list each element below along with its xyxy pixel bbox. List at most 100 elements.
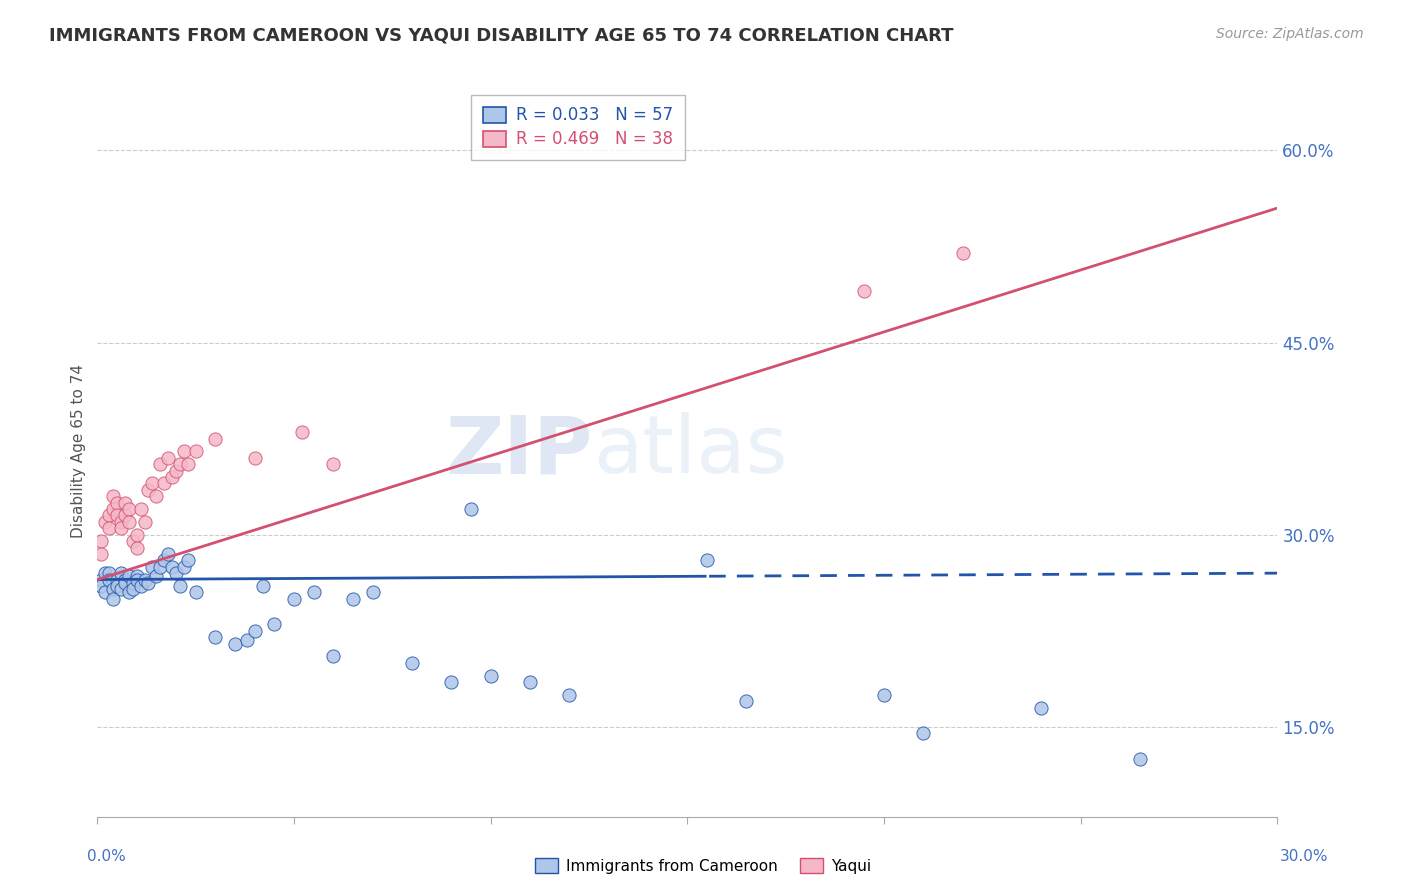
Point bbox=[101, 502, 124, 516]
Point bbox=[173, 559, 195, 574]
Point bbox=[165, 464, 187, 478]
Point bbox=[98, 566, 121, 581]
Point bbox=[169, 579, 191, 593]
Point bbox=[118, 568, 141, 582]
Point bbox=[558, 688, 581, 702]
Point bbox=[342, 591, 364, 606]
Point bbox=[252, 579, 274, 593]
Point bbox=[479, 668, 502, 682]
Point bbox=[157, 450, 180, 465]
Point bbox=[165, 566, 187, 581]
Point bbox=[114, 496, 136, 510]
Point bbox=[177, 457, 200, 471]
Point bbox=[160, 559, 183, 574]
Point bbox=[302, 585, 325, 599]
Point bbox=[236, 632, 259, 647]
Point bbox=[184, 585, 207, 599]
Point bbox=[735, 694, 758, 708]
Point bbox=[94, 566, 117, 581]
Point bbox=[110, 521, 132, 535]
Text: 0.0%: 0.0% bbox=[87, 849, 127, 863]
Point bbox=[105, 573, 128, 587]
Point bbox=[101, 489, 124, 503]
Point bbox=[460, 502, 482, 516]
Point bbox=[243, 624, 266, 638]
Point bbox=[125, 573, 148, 587]
Point bbox=[177, 553, 200, 567]
Text: Source: ZipAtlas.com: Source: ZipAtlas.com bbox=[1216, 27, 1364, 41]
Point bbox=[125, 541, 148, 555]
Point bbox=[118, 585, 141, 599]
Point bbox=[90, 547, 112, 561]
Point bbox=[440, 675, 463, 690]
Point bbox=[90, 579, 112, 593]
Point bbox=[1129, 752, 1152, 766]
Point bbox=[153, 553, 176, 567]
Point bbox=[110, 515, 132, 529]
Point bbox=[224, 637, 246, 651]
Point bbox=[129, 502, 152, 516]
Point bbox=[149, 457, 172, 471]
Point bbox=[145, 489, 167, 503]
Point bbox=[125, 568, 148, 582]
Y-axis label: Disability Age 65 to 74: Disability Age 65 to 74 bbox=[72, 365, 86, 539]
Point bbox=[118, 515, 141, 529]
Point bbox=[138, 576, 160, 591]
Point bbox=[145, 568, 167, 582]
Point bbox=[519, 675, 541, 690]
Point bbox=[101, 591, 124, 606]
Point bbox=[121, 534, 143, 549]
Point bbox=[184, 444, 207, 458]
Point bbox=[243, 450, 266, 465]
Point bbox=[204, 630, 226, 644]
Legend: Immigrants from Cameroon, Yaqui: Immigrants from Cameroon, Yaqui bbox=[529, 852, 877, 880]
Legend: R = 0.033   N = 57, R = 0.469   N = 38: R = 0.033 N = 57, R = 0.469 N = 38 bbox=[471, 95, 685, 160]
Point bbox=[121, 576, 143, 591]
Point bbox=[153, 476, 176, 491]
Point bbox=[114, 508, 136, 523]
Point bbox=[322, 457, 344, 471]
Point bbox=[94, 515, 117, 529]
Point bbox=[90, 573, 112, 587]
Point bbox=[322, 649, 344, 664]
Point bbox=[90, 534, 112, 549]
Point bbox=[141, 476, 163, 491]
Text: atlas: atlas bbox=[593, 412, 787, 491]
Point bbox=[361, 585, 384, 599]
Point bbox=[853, 285, 876, 299]
Point bbox=[118, 502, 141, 516]
Point bbox=[101, 582, 124, 596]
Text: 30.0%: 30.0% bbox=[1281, 849, 1329, 863]
Point bbox=[134, 515, 156, 529]
Point bbox=[912, 726, 935, 740]
Point bbox=[401, 656, 423, 670]
Point bbox=[169, 457, 191, 471]
Point bbox=[125, 527, 148, 541]
Point bbox=[94, 585, 117, 599]
Point bbox=[263, 617, 285, 632]
Point bbox=[1031, 700, 1053, 714]
Point bbox=[110, 582, 132, 596]
Point bbox=[129, 579, 152, 593]
Point bbox=[141, 559, 163, 574]
Point bbox=[204, 432, 226, 446]
Point bbox=[114, 573, 136, 587]
Point bbox=[98, 573, 121, 587]
Point bbox=[138, 483, 160, 497]
Point bbox=[105, 496, 128, 510]
Point bbox=[98, 521, 121, 535]
Text: ZIP: ZIP bbox=[446, 412, 593, 491]
Point bbox=[291, 425, 314, 440]
Point bbox=[149, 559, 172, 574]
Point bbox=[121, 582, 143, 596]
Text: IMMIGRANTS FROM CAMEROON VS YAQUI DISABILITY AGE 65 TO 74 CORRELATION CHART: IMMIGRANTS FROM CAMEROON VS YAQUI DISABI… bbox=[49, 27, 953, 45]
Point bbox=[173, 444, 195, 458]
Point bbox=[157, 547, 180, 561]
Point bbox=[160, 470, 183, 484]
Point bbox=[105, 508, 128, 523]
Point bbox=[114, 576, 136, 591]
Point bbox=[110, 566, 132, 581]
Point bbox=[952, 246, 974, 260]
Point bbox=[696, 553, 718, 567]
Point bbox=[98, 508, 121, 523]
